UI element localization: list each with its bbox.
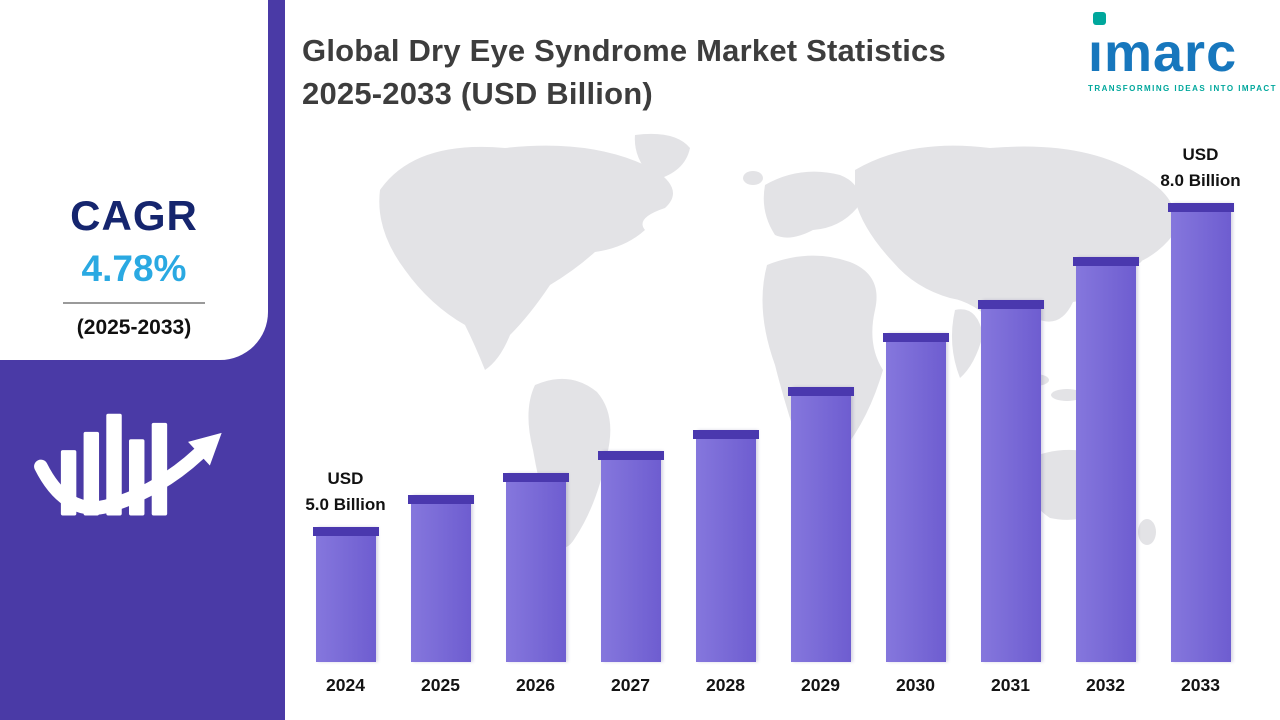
cagr-value: 4.78% [81, 248, 187, 289]
bar-2024 [312, 527, 379, 662]
bar-2033 [1167, 203, 1234, 662]
chart-column-2026: 2026 [488, 473, 583, 696]
year-label-2024: 2024 [326, 675, 365, 695]
cagr-divider [63, 302, 205, 304]
year-label-2026: 2026 [516, 675, 555, 695]
chart-title-line2: 2025-2033 (USD Billion) [302, 75, 653, 111]
bar-2025 [407, 495, 474, 662]
bar-2028 [692, 430, 759, 662]
bar-value-label-2024: USD 5.0 Billion [305, 469, 386, 514]
year-label-2028: 2028 [706, 675, 745, 695]
bar-2026 [502, 473, 569, 662]
logo-wordmark: ımarc [1088, 12, 1237, 80]
cagr-box: CAGR 4.78% (2025-2033) [0, 0, 268, 360]
chart-title: Global Dry Eye Syndrome Market Statistic… [302, 30, 1092, 116]
logo-text: ımarc [1088, 23, 1238, 83]
year-label-2030: 2030 [896, 675, 935, 695]
bar-2029 [787, 387, 854, 662]
left-panel: CAGR 4.78% (2025-2033) [0, 0, 285, 720]
chart-column-2027: 2027 [583, 451, 678, 696]
year-label-2032: 2032 [1086, 675, 1125, 695]
year-label-2025: 2025 [421, 675, 460, 695]
bar-2030 [882, 333, 949, 662]
bar-value-label-2033: USD 8.0 Billion [1160, 145, 1241, 190]
chart-column-2024: USD 5.0 Billion 2024 [298, 466, 393, 696]
chart-column-2033: USD 8.0 Billion 2033 [1153, 142, 1248, 696]
cagr-period: (2025-2033) [76, 316, 192, 339]
chart-column-2028: 2028 [678, 430, 773, 696]
logo-tagline: TRANSFORMING IDEAS INTO IMPACT [1088, 84, 1277, 93]
year-label-2031: 2031 [991, 675, 1030, 695]
bar-2031 [977, 300, 1044, 662]
imarc-logo: ımarc TRANSFORMING IDEAS INTO IMPACT [1088, 12, 1277, 93]
chart-column-2029: 2029 [773, 387, 868, 696]
chart-column-2032: 2032 [1058, 257, 1153, 696]
chart-title-line1: Global Dry Eye Syndrome Market Statistic… [302, 33, 946, 68]
year-label-2029: 2029 [801, 675, 840, 695]
bar-chart: USD 5.0 Billion 2024 2025 2026 2027 2028 2029 20… [298, 142, 1248, 696]
chart-column-2031: 2031 [963, 300, 1058, 696]
chart-column-2025: 2025 [393, 495, 488, 696]
logo-dot-icon [1093, 12, 1106, 25]
cagr-label: CAGR [70, 192, 198, 239]
growth-chart-icon [34, 413, 222, 516]
bar-2032 [1072, 257, 1139, 662]
year-label-2027: 2027 [611, 675, 650, 695]
bar-2027 [597, 451, 664, 662]
year-label-2033: 2033 [1181, 675, 1220, 695]
chart-column-2030: 2030 [868, 333, 963, 696]
